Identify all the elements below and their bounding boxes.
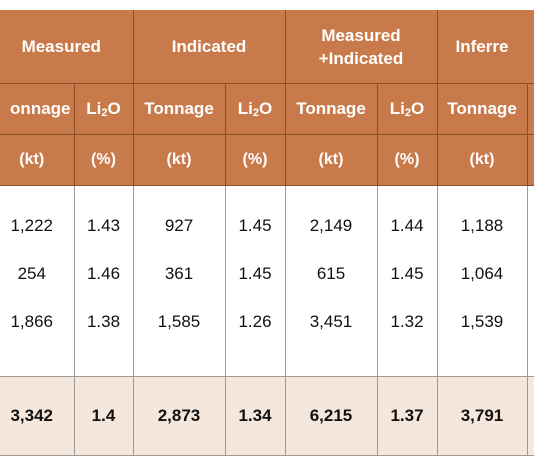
unit-kt: (kt): [0, 134, 75, 186]
col-li2o-inferred-cut: [527, 83, 534, 135]
unit-pct: (%): [377, 134, 438, 186]
col-tonnage-inferred: Tonnage: [437, 83, 528, 135]
unit-pct: (%): [225, 134, 286, 186]
group-inferred: Inferre: [437, 10, 534, 84]
unit-pct: (%): [74, 134, 134, 186]
group-indicated: Indicated: [133, 10, 286, 84]
header-row-groups: Measured Indicated Measured +Indicated In…: [0, 10, 534, 84]
unit-kt: (kt): [133, 134, 226, 186]
col-li2o-indicated: Li2O: [225, 83, 286, 135]
col-li2o-measured: Li2O: [74, 83, 134, 135]
mineral-resource-table: Measured Indicated Measured +Indicated In…: [0, 10, 534, 456]
total-row: 3,342 1.4 2,873 1.34 6,215 1.37 3,791: [0, 376, 534, 456]
table-row: 254 1.46 361 1.45 615 1.45 1,064: [0, 250, 534, 298]
col-li2o-mi: Li2O: [377, 83, 438, 135]
col-tonnage-indicated: Tonnage: [133, 83, 226, 135]
table-row: 1,222 1.43 927 1.45 2,149 1.44 1,188: [0, 202, 534, 250]
header-row-units: (kt) (%) (kt) (%) (kt) (%) (kt): [0, 134, 534, 186]
unit-kt: (kt): [437, 134, 528, 186]
group-measured-indicated: Measured +Indicated: [285, 10, 438, 84]
table-row: 1,866 1.38 1,585 1.26 3,451 1.32 1,539: [0, 298, 534, 346]
col-tonnage-mi: Tonnage: [285, 83, 378, 135]
col-tonnage-measured: onnage: [0, 83, 75, 135]
unit-kt: (kt): [285, 134, 378, 186]
group-measured: Measured: [0, 10, 134, 84]
header-row-columns: onnage Li2O Tonnage Li2O Tonnage Li2O To…: [0, 83, 534, 135]
